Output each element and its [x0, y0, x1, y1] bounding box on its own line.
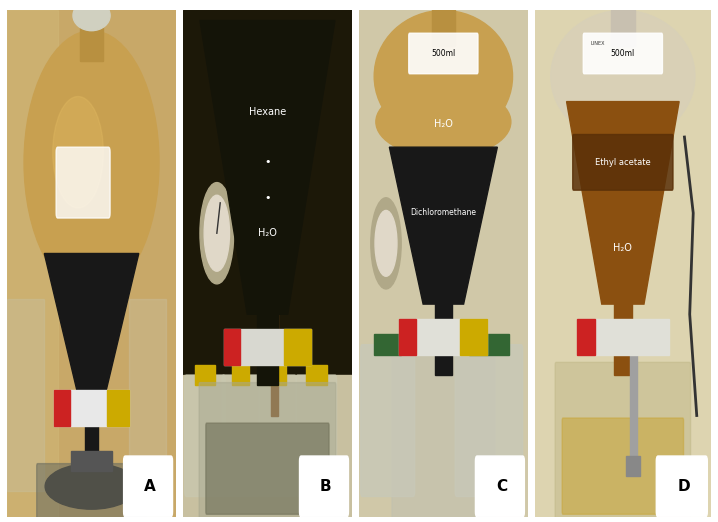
Ellipse shape	[45, 464, 138, 509]
Bar	[614, 299, 632, 375]
Text: Ethyl acetate: Ethyl acetate	[595, 158, 651, 167]
FancyBboxPatch shape	[392, 352, 495, 519]
FancyBboxPatch shape	[185, 375, 225, 496]
Ellipse shape	[376, 86, 511, 157]
Bar	[223, 329, 241, 365]
Text: H₂O: H₂O	[613, 243, 633, 253]
Ellipse shape	[374, 10, 513, 142]
Text: •: •	[264, 157, 271, 168]
FancyBboxPatch shape	[475, 456, 524, 517]
FancyBboxPatch shape	[123, 456, 172, 517]
Text: LINEX: LINEX	[591, 41, 605, 46]
Polygon shape	[200, 20, 335, 314]
Bar	[610, 10, 635, 46]
Bar	[129, 299, 166, 492]
Text: D: D	[677, 479, 690, 494]
Circle shape	[200, 183, 234, 284]
Polygon shape	[389, 147, 498, 304]
Bar	[257, 309, 278, 385]
Bar	[55, 390, 70, 425]
Circle shape	[204, 195, 230, 271]
Text: Dichloromethane: Dichloromethane	[411, 208, 476, 218]
FancyBboxPatch shape	[573, 135, 673, 190]
Circle shape	[370, 198, 401, 289]
Bar	[107, 390, 129, 425]
FancyBboxPatch shape	[360, 345, 415, 496]
FancyBboxPatch shape	[56, 147, 110, 218]
Bar	[307, 365, 327, 385]
Ellipse shape	[73, 1, 110, 31]
FancyBboxPatch shape	[206, 423, 329, 514]
Bar	[183, 375, 352, 517]
Text: Hexane: Hexane	[249, 106, 286, 117]
Ellipse shape	[52, 97, 103, 208]
Bar	[374, 335, 401, 355]
Bar	[55, 390, 129, 425]
Bar	[577, 319, 595, 355]
Bar	[271, 112, 278, 416]
Bar	[223, 329, 312, 365]
FancyBboxPatch shape	[259, 375, 296, 496]
Bar	[7, 299, 45, 492]
Text: 500ml: 500ml	[432, 49, 455, 58]
Bar	[183, 10, 352, 375]
FancyBboxPatch shape	[199, 383, 336, 519]
Bar	[71, 451, 112, 471]
Bar	[232, 365, 249, 385]
FancyBboxPatch shape	[37, 464, 146, 519]
Bar	[432, 10, 455, 46]
Bar	[626, 456, 640, 476]
Bar	[399, 319, 416, 355]
FancyBboxPatch shape	[555, 362, 691, 519]
Bar	[399, 319, 488, 355]
Bar	[7, 10, 57, 517]
Bar	[284, 329, 312, 365]
Text: B: B	[320, 479, 332, 494]
Polygon shape	[567, 102, 679, 304]
Text: •: •	[264, 193, 271, 203]
Bar	[577, 319, 668, 355]
Circle shape	[375, 210, 397, 276]
Ellipse shape	[551, 10, 695, 142]
FancyBboxPatch shape	[409, 33, 478, 74]
FancyBboxPatch shape	[299, 456, 348, 517]
FancyBboxPatch shape	[562, 418, 684, 514]
Text: A: A	[144, 479, 156, 494]
FancyBboxPatch shape	[455, 345, 523, 496]
Text: H₂O: H₂O	[434, 120, 453, 129]
FancyBboxPatch shape	[222, 375, 259, 496]
Text: 500ml: 500ml	[611, 49, 635, 58]
Bar	[85, 390, 98, 456]
Bar	[469, 335, 509, 355]
Polygon shape	[45, 254, 139, 395]
Bar	[80, 16, 103, 61]
Bar	[195, 365, 215, 385]
Bar	[269, 365, 286, 385]
FancyBboxPatch shape	[583, 33, 663, 74]
Ellipse shape	[24, 31, 159, 294]
FancyBboxPatch shape	[296, 375, 337, 496]
Bar	[460, 319, 488, 355]
FancyBboxPatch shape	[656, 456, 707, 517]
Text: H₂O: H₂O	[258, 228, 277, 238]
Text: C: C	[496, 479, 507, 494]
Bar	[630, 355, 637, 466]
Bar	[435, 299, 452, 375]
